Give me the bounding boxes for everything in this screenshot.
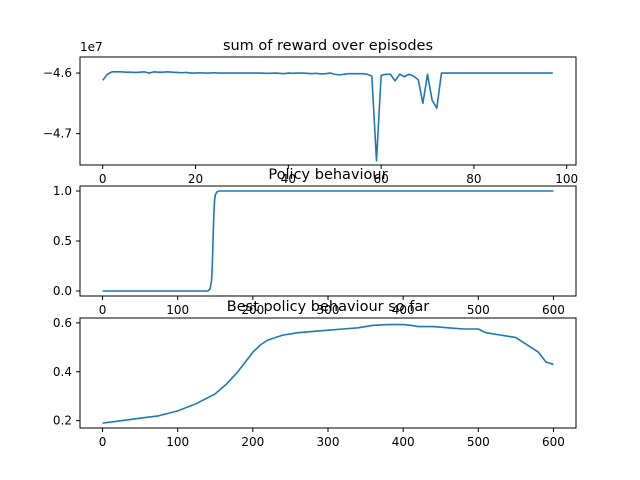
data-series-line	[102, 323, 554, 424]
y-tick-label: 0.0	[53, 284, 72, 298]
reward-over-episodes-subplot: 0 20 40 60 80 100 −4.6 −4.7 1e7 sum of reward ove…	[43, 38, 578, 186]
x-tick-label: 60	[373, 172, 388, 186]
x-tick-label: 200	[241, 435, 264, 449]
x-tick-label: 80	[466, 172, 481, 186]
y-tick-label: −4.6	[43, 66, 72, 80]
axes-frame	[79, 56, 577, 166]
y-tick-label: −4.7	[43, 127, 72, 141]
x-tick-label: 0	[99, 172, 107, 186]
x-tick-label: 300	[317, 303, 340, 317]
y-tick-label: 0.6	[53, 316, 72, 330]
x-tick-label: 400	[392, 435, 415, 449]
x-tick-label: 500	[467, 435, 490, 449]
y-tick-label: 0.4	[53, 365, 72, 379]
data-series-line	[102, 71, 553, 162]
y-offset-label: 1e7	[80, 40, 103, 54]
x-tick-label: 100	[555, 172, 578, 186]
x-tick-label: 200	[241, 303, 264, 317]
y-tick-label: 0.2	[53, 414, 72, 428]
subplot-title: sum of reward over episodes	[223, 38, 433, 54]
y-tick-label: 0.5	[53, 234, 72, 248]
x-tick-label: 600	[542, 435, 565, 449]
x-tick-label: 500	[467, 303, 490, 317]
x-tick-label: 100	[166, 435, 189, 449]
x-tick-label: 100	[166, 303, 189, 317]
x-tick-label: 300	[317, 435, 340, 449]
x-tick-label: 0	[99, 435, 107, 449]
y-tick-label: 1.0	[53, 184, 72, 198]
x-tick-label: 20	[188, 172, 203, 186]
best-policy-behaviour-subplot: 0 100 200 300 400 500 600 0.2 0.4 0.6 Best policy …	[53, 299, 577, 449]
data-series-line	[102, 190, 554, 292]
axes-frame	[79, 185, 577, 297]
x-tick-label: 400	[392, 303, 415, 317]
subplot-title: Policy behaviour	[268, 167, 387, 183]
subplot-title: Best policy behaviour so far	[227, 299, 429, 315]
x-tick-label: 600	[542, 303, 565, 317]
x-tick-label: 40	[281, 172, 296, 186]
x-tick-label: 0	[99, 303, 107, 317]
